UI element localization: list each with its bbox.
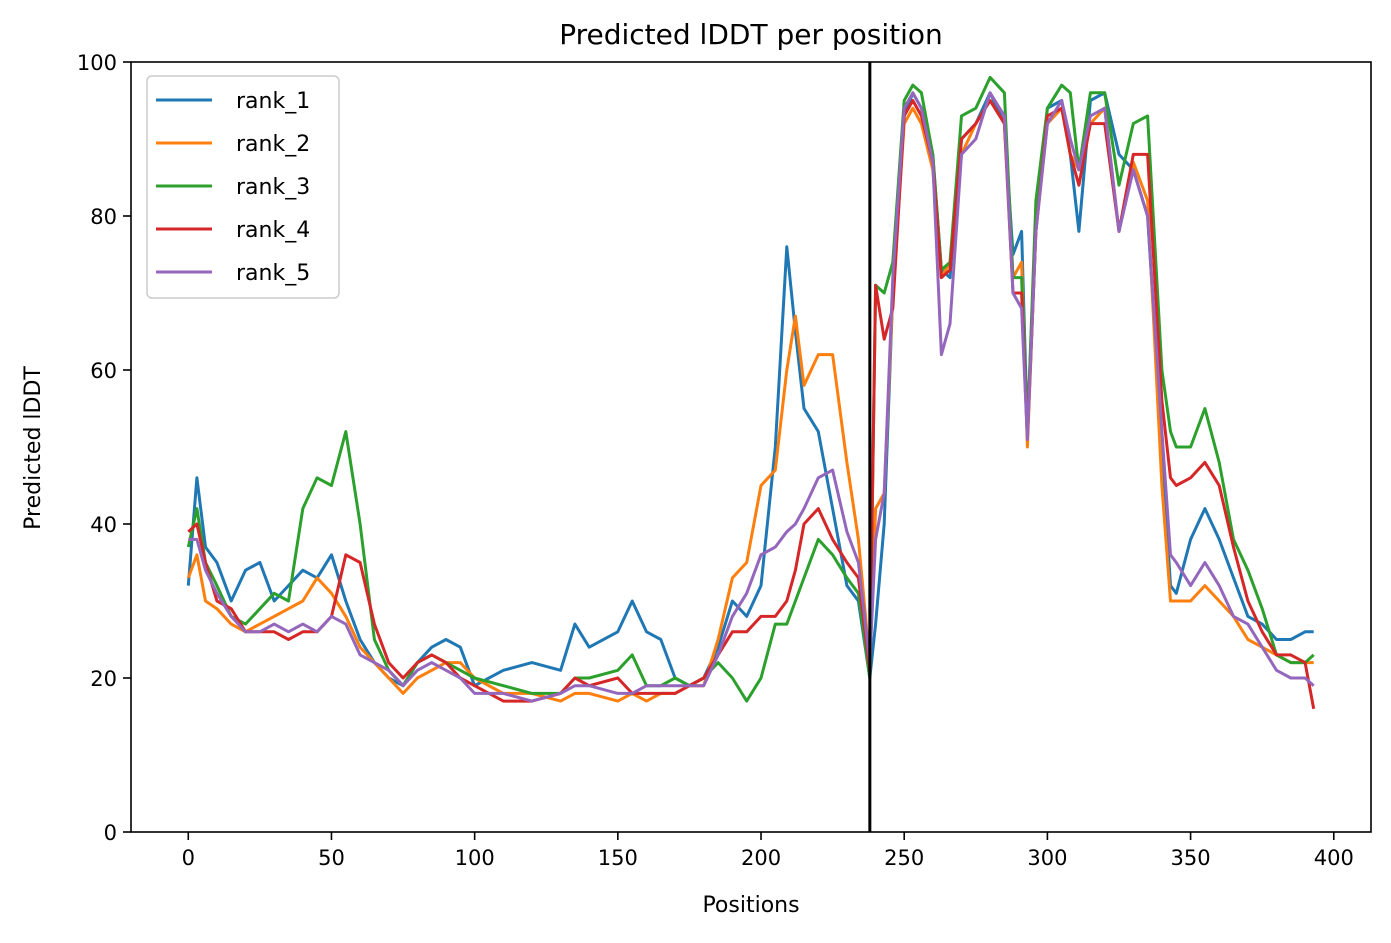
x-tick-label: 300 [1027,846,1067,870]
x-tick-label: 0 [182,846,195,870]
series-line-rank_4 [187,99,1316,710]
y-axis-label: Predicted lDDT [21,366,46,530]
y-tick-label: 0 [104,821,117,845]
y-tick-label: 60 [90,359,117,383]
y-tick-label: 100 [77,51,117,75]
y-tick-label: 80 [90,205,117,229]
x-tick-label: 250 [884,846,924,870]
chart-title: Predicted lDDT per position [559,18,943,51]
series-line-rank_1 [186,91,1314,688]
y-tick-label: 40 [90,513,117,537]
y-axis: 0 20 40 60 80 100 [77,51,131,845]
plot-frame [130,61,1372,833]
x-tick-label: 200 [741,846,781,870]
legend: rank_1 rank_2 rank_3 rank_4 rank_5 [146,75,340,299]
x-axis-label: Positions [702,893,799,918]
legend-label-rank_3: rank_3 [236,175,310,200]
x-axis: 0 50 100 150 200 250 300 350 400 [182,832,1354,870]
legend-label-rank_5: rank_5 [236,261,310,286]
x-tick-label: 50 [318,846,345,870]
legend-label-rank_1: rank_1 [236,89,310,114]
series-layer [186,75,1316,710]
x-tick-label: 400 [1314,846,1354,870]
x-tick-label: 350 [1171,846,1211,870]
legend-box [146,75,340,299]
series-line-rank_3 [186,75,1315,703]
x-tick-label: 150 [598,846,638,870]
legend-label-rank_4: rank_4 [236,218,310,243]
series-line-rank_5 [188,91,1315,703]
legend-label-rank_2: rank_2 [236,132,310,157]
x-tick-label: 100 [455,846,495,870]
series-line-rank_2 [186,99,1314,703]
y-tick-label: 20 [90,667,117,691]
